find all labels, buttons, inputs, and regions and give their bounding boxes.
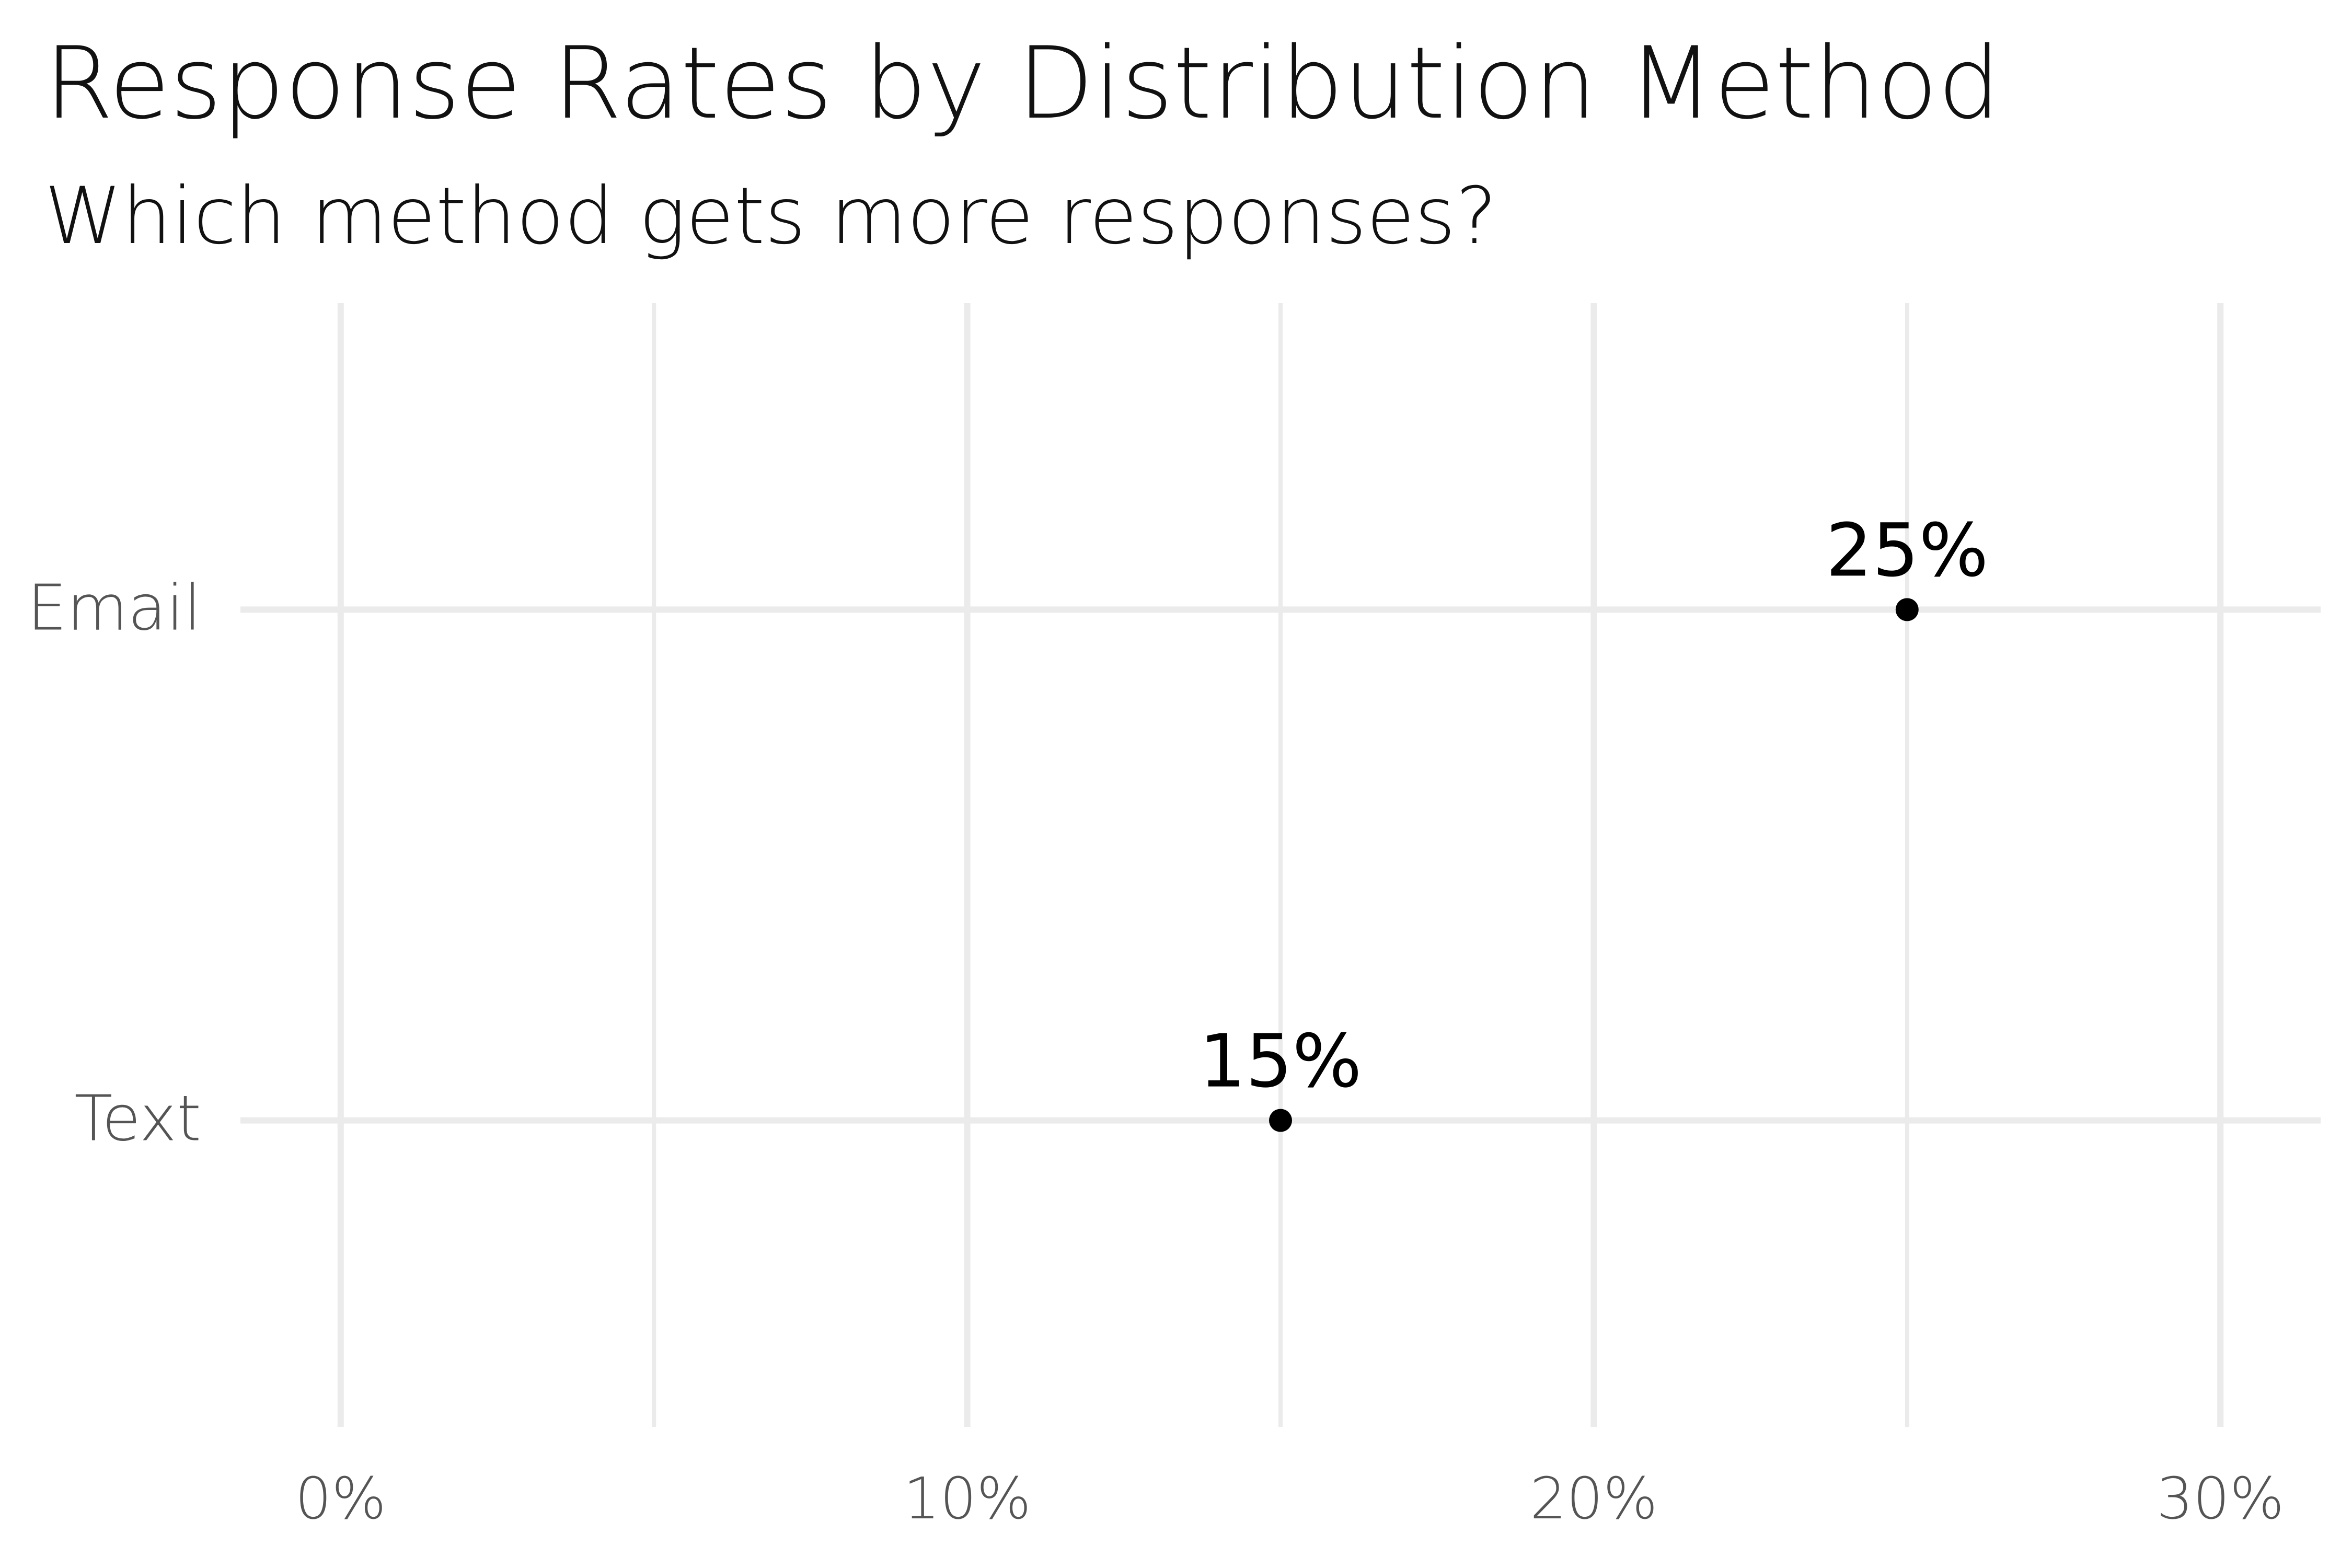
data-label: 15% xyxy=(1199,1019,1362,1104)
data-point xyxy=(1895,598,1919,621)
y-category-label: Text xyxy=(74,1083,201,1156)
x-tick-label: 20% xyxy=(1530,1465,1658,1532)
grid xyxy=(240,303,2321,1427)
data-point xyxy=(1269,1109,1292,1132)
y-category-label: Email xyxy=(27,572,201,644)
x-tick-label: 30% xyxy=(2157,1465,2285,1532)
data-label: 25% xyxy=(1826,508,1988,593)
axis-labels: 0% 10% 20% 30% Email Text xyxy=(27,572,2284,1532)
plot-marks: 25% 15% xyxy=(1199,508,1988,1132)
chart-title: Response Rates by Distribution Method xyxy=(44,26,2001,141)
chart-subtitle: Which method gets more responses? xyxy=(44,171,1497,262)
x-tick-label: 10% xyxy=(903,1465,1031,1532)
x-tick-label: 0% xyxy=(295,1465,387,1532)
